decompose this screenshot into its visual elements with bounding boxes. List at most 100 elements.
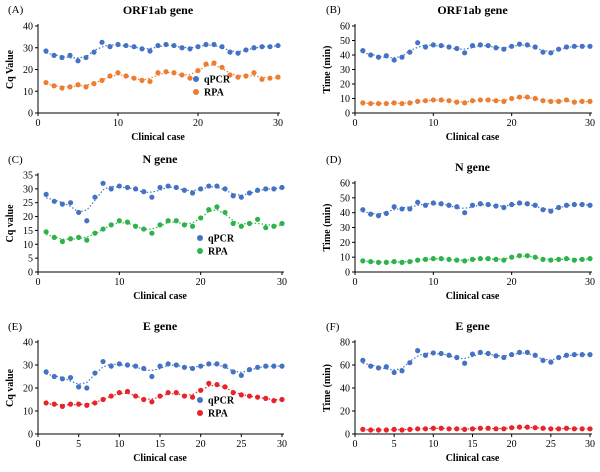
rpa-point [100,226,106,232]
x-tick-label: 0 [353,439,358,450]
qpcr-point [556,354,562,361]
qpcr-point [548,208,554,214]
qpcr-point [171,42,177,49]
rpa-point [99,77,105,83]
qpcr-point [509,43,515,49]
qpcr-point [438,42,444,49]
qpcr-point [198,363,204,369]
y-tick-label: 25 [23,198,33,209]
rpa-point [187,75,193,81]
x-axis-label: Clinical case [131,132,185,143]
qpcr-point [360,48,366,54]
qpcr-point [438,201,444,207]
qpcr-point [271,186,277,192]
rpa-point [477,97,483,103]
x-tick-label: 0 [353,277,358,288]
rpa-point [462,100,468,106]
qpcr-point [391,369,397,376]
y-tick-label: 60 [340,361,350,372]
qpcr-point [563,44,570,50]
rpa-point [263,225,269,231]
x-tick-label: 10 [428,277,438,288]
qpcr-point [246,190,253,196]
x-tick-label: 0 [36,118,41,129]
qpcr-point [415,199,421,205]
qpcr-point [579,201,585,208]
qpcr-point [485,350,491,357]
qpcr-point [163,41,169,48]
rpa-point [509,425,515,431]
rpa-point [222,384,228,390]
qpcr-point [532,352,538,358]
y-tick-label: 40 [23,22,33,33]
x-tick-label: 0 [36,439,41,450]
qpcr-point [524,349,530,355]
qpcr-point [430,200,436,206]
rpa-point [477,425,483,431]
qpcr-point [206,361,212,367]
qpcr-point [157,363,163,369]
rpa-point [579,256,585,262]
rpa-point [92,400,98,406]
qpcr-trend-line [45,363,282,385]
y-tick-label: 40 [340,384,350,395]
rpa-point [214,204,220,210]
rpa-point [275,74,281,80]
qpcr-point [251,45,257,51]
rpa-point [181,222,187,228]
y-tick-label: 80 [340,338,350,349]
y-tick-label: 30 [23,43,33,54]
qpcr-point [279,363,285,369]
legend-label-rpa: RPA [208,247,229,258]
qpcr-point [59,376,65,382]
rpa-point [524,94,530,100]
rpa-point [165,218,171,224]
qpcr-point [100,358,106,365]
rpa-point [51,401,57,407]
qpcr-point [571,352,577,358]
rpa-point [438,256,444,262]
legend-marker-rpa [197,410,203,416]
qpcr-point [139,46,145,52]
rpa-point [571,99,577,105]
qpcr-point [255,364,261,370]
qpcr-point [407,360,413,366]
panel-title: N gene [143,152,179,166]
qpcr-point [141,365,147,372]
qpcr-point [92,194,98,200]
rpa-point [368,259,374,265]
rpa-point [438,425,444,431]
qpcr-point [516,41,523,47]
y-axis-label: Cq Value [5,49,16,89]
rpa-point [141,226,147,232]
rpa-point [43,400,49,406]
y-axis-label: Time (min) [322,204,333,252]
rpa-point [238,392,244,398]
qpcr-point [462,50,468,56]
qpcr-point [375,54,382,60]
qpcr-point [454,354,460,361]
rpa-point [548,98,554,104]
y-tick-label: 0 [345,268,350,279]
y-axis-label: Cq value [5,204,16,243]
qpcr-point [587,202,593,208]
rpa-point [430,425,436,431]
rpa-trend-line [45,64,279,88]
rpa-point [91,81,97,87]
rpa-point [579,98,585,104]
panel-letter: (C) [8,154,23,166]
legend-marker-rpa [193,89,199,95]
rpa-point [509,254,515,260]
qpcr-point [235,50,241,56]
rpa-point [133,223,139,229]
rpa-point [579,426,585,432]
rpa-point [255,394,261,400]
rpa-point [524,253,530,259]
rpa-point [83,84,89,90]
legend-marker-rpa [197,248,203,254]
qpcr-point [399,206,405,212]
qpcr-point [415,40,421,46]
x-axis-label: Clinical case [446,291,500,302]
qpcr-point [368,211,374,217]
qpcr-point [100,180,106,186]
